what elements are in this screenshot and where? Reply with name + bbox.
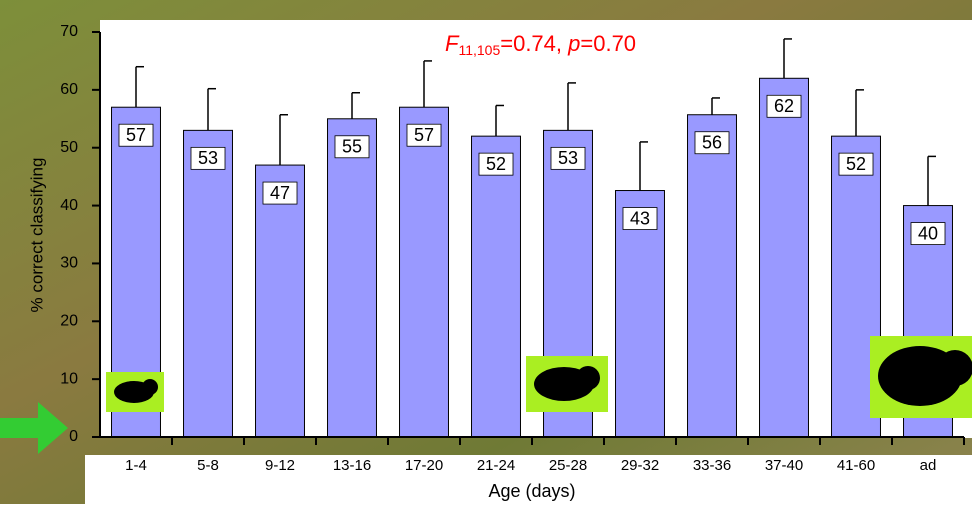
icon — [106, 372, 164, 412]
x-label-area — [85, 455, 972, 504]
value-label-box — [694, 131, 730, 155]
y-tick-label: 30 — [60, 255, 78, 272]
value-label-box — [334, 135, 370, 159]
bar — [183, 129, 233, 438]
value-label-box — [550, 146, 586, 170]
y-tick-label: 10 — [60, 370, 78, 387]
x-axis-label: Age (days) — [488, 481, 575, 501]
y-tick-label: 20 — [60, 313, 78, 330]
x-tick-label: 25-28 — [549, 457, 587, 474]
value-label-box — [766, 94, 802, 118]
x-tick-label: 41-60 — [837, 457, 875, 474]
value-label: 55 — [342, 137, 362, 157]
x-tick-label: 1-4 — [125, 457, 147, 474]
icon — [870, 336, 972, 418]
y-axis-label: % correct classifying — [27, 158, 46, 313]
bar — [687, 114, 737, 438]
value-label-box — [406, 123, 442, 147]
y-tick-label: 50 — [60, 139, 78, 156]
y-tick-label: 40 — [60, 197, 78, 214]
value-label: 62 — [774, 96, 794, 116]
value-label: 43 — [630, 208, 650, 228]
bar — [255, 164, 305, 438]
x-tick-label: 13-16 — [333, 457, 371, 474]
value-label-box — [838, 152, 874, 176]
x-tick-label: 33-36 — [693, 457, 731, 474]
x-tick-label: 9-12 — [265, 457, 295, 474]
x-tick-label: 37-40 — [765, 457, 803, 474]
value-label: 52 — [486, 154, 506, 174]
value-label-box — [262, 181, 298, 205]
x-tick-label: 21-24 — [477, 457, 515, 474]
annotation: F11,105=0.74, p=0.70 — [445, 31, 636, 58]
bar — [615, 190, 665, 438]
bar — [399, 106, 449, 438]
icon — [526, 356, 608, 412]
value-label-box — [478, 152, 514, 176]
value-label-box — [910, 222, 946, 245]
value-label: 40 — [918, 223, 938, 243]
y-tick-label: 60 — [60, 81, 78, 98]
annotation-part: =0.70 — [580, 31, 636, 56]
x-tick-label: 5-8 — [197, 457, 219, 474]
annotation-part: F — [445, 31, 460, 56]
bar — [471, 135, 521, 438]
bar — [759, 77, 809, 438]
y-tick-label: 70 — [60, 23, 78, 40]
value-label: 53 — [198, 148, 218, 168]
value-label-box — [622, 207, 658, 230]
arrow — [0, 402, 68, 454]
value-label-box — [190, 146, 226, 170]
annotation-part: p — [567, 31, 580, 56]
value-label: 52 — [846, 154, 866, 174]
value-label: 57 — [126, 125, 146, 145]
x-tick-label: 17-20 — [405, 457, 443, 474]
x-tick-label: ad — [920, 457, 937, 474]
value-label: 53 — [558, 148, 578, 168]
value-label: 56 — [702, 132, 722, 152]
y-tick-label: 0 — [69, 428, 78, 445]
value-label: 57 — [414, 125, 434, 145]
annotation-part: =0.74, — [500, 31, 568, 56]
annotation-part: 11,105 — [458, 42, 500, 58]
x-tick-label: 29-32 — [621, 457, 659, 474]
value-label-box — [118, 123, 154, 147]
value-label: 47 — [270, 183, 290, 203]
bar — [327, 118, 377, 438]
